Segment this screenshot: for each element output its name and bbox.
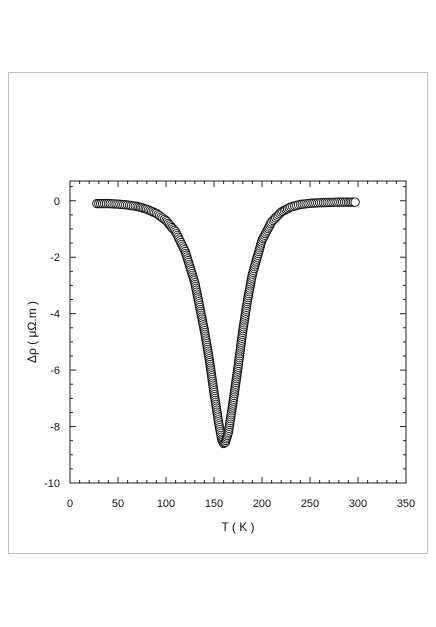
y-axis-label: Δρ ( μΩ.m ) [25,301,39,363]
plot-area [69,180,407,484]
y-tick-label: -4 [50,309,60,321]
y-tick-label: -6 [50,365,60,377]
x-tick-labels: 0 50 100 150 200 250 300 350 [67,498,415,510]
x-tick-label: 200 [253,498,271,510]
y-tick-label: 0 [54,196,60,208]
x-tick-label: 50 [112,498,124,510]
axis-ticks [69,181,407,484]
data-point [350,197,360,207]
x-tick-label: 100 [157,498,175,510]
y-tick-labels: 0 -2 -4 -6 -8 -10 [44,196,60,490]
x-tick-label: 250 [301,498,319,510]
y-tick-label: -2 [50,252,60,264]
x-axis-label: T ( K ) [221,520,254,534]
x-tick-label: 300 [349,498,367,510]
x-tick-label: 150 [205,498,223,510]
y-tick-label: -8 [50,422,60,434]
data-points [92,197,360,449]
y-tick-label: -10 [44,478,60,490]
figure-frame [8,72,428,554]
x-tick-label: 0 [67,498,73,510]
x-tick-label: 350 [397,498,415,510]
